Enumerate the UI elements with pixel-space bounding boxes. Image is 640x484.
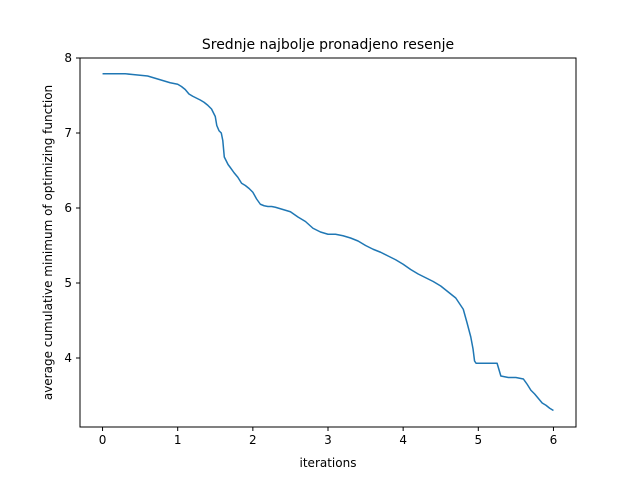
chart-title: Srednje najbolje pronadjeno resenje bbox=[202, 37, 454, 53]
x-tick-label: 3 bbox=[324, 433, 332, 447]
x-tick-label: 4 bbox=[399, 433, 407, 447]
y-tick-label: 5 bbox=[64, 276, 72, 290]
x-tick-label: 5 bbox=[474, 433, 482, 447]
plot-frame bbox=[79, 57, 577, 428]
x-tick-label: 0 bbox=[99, 433, 107, 447]
y-tick-label: 8 bbox=[64, 51, 72, 65]
x-axis-label: iterations bbox=[300, 456, 357, 470]
x-tick-label: 2 bbox=[249, 433, 257, 447]
y-axis-ticks: 4 5 6 7 8 bbox=[64, 51, 80, 365]
plot-line-layer bbox=[102, 73, 554, 412]
y-axis-label: average cumulative minimum of optimizing… bbox=[41, 85, 55, 400]
x-axis-ticks: 0 1 2 3 4 5 6 bbox=[99, 427, 558, 447]
y-tick-label: 4 bbox=[64, 351, 72, 365]
series-line-0 bbox=[102, 73, 554, 412]
x-tick-label: 1 bbox=[174, 433, 182, 447]
y-tick-label: 7 bbox=[64, 126, 72, 140]
x-tick-label: 6 bbox=[550, 433, 558, 447]
y-tick-label: 6 bbox=[64, 201, 72, 215]
